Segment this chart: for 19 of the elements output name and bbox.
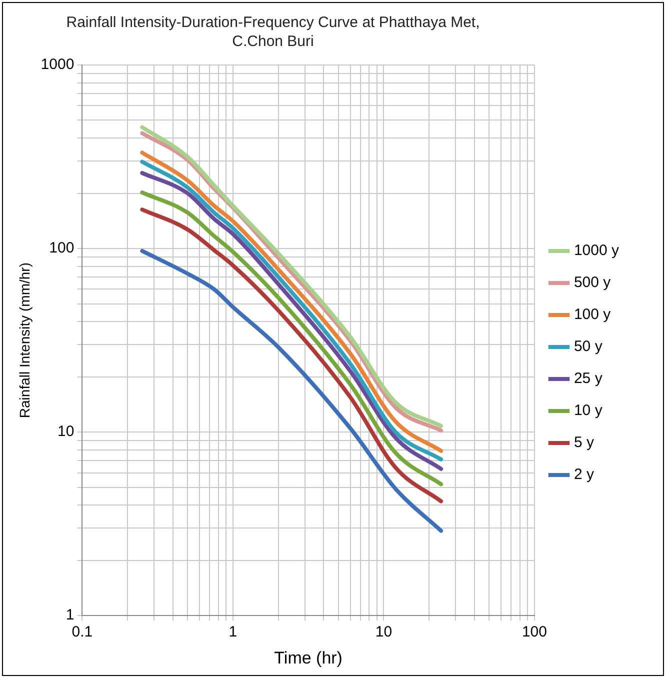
legend-label: 500 y — [574, 274, 612, 292]
x-tick-label: 100 — [522, 624, 547, 641]
x-tick-label: 10 — [375, 624, 392, 641]
legend-label: 25 y — [574, 370, 603, 388]
y-axis-title: Rainfall Intensity (mm/hr) — [16, 262, 32, 418]
y-tick-label: 100 — [49, 240, 74, 257]
x-tick-label: 0.1 — [72, 624, 93, 641]
legend-label: 10 y — [574, 402, 603, 420]
legend-label: 50 y — [574, 338, 603, 356]
legend-label: 2 y — [574, 466, 594, 484]
legend-label: 1000 y — [574, 242, 620, 260]
legend-label: 100 y — [574, 306, 612, 324]
y-tick-label: 1000 — [40, 56, 74, 74]
y-tick-label: 1 — [66, 606, 74, 624]
x-axis-title: Time (hr) — [274, 648, 342, 668]
chart-title: Rainfall Intensity-Duration-Frequency Curve at Phatthaya Met, C.Chon Buri — [65, 13, 481, 51]
legend-label: 5 y — [574, 434, 594, 452]
x-tick-label: 1 — [228, 624, 238, 641]
y-tick-label: 10 — [57, 423, 74, 440]
